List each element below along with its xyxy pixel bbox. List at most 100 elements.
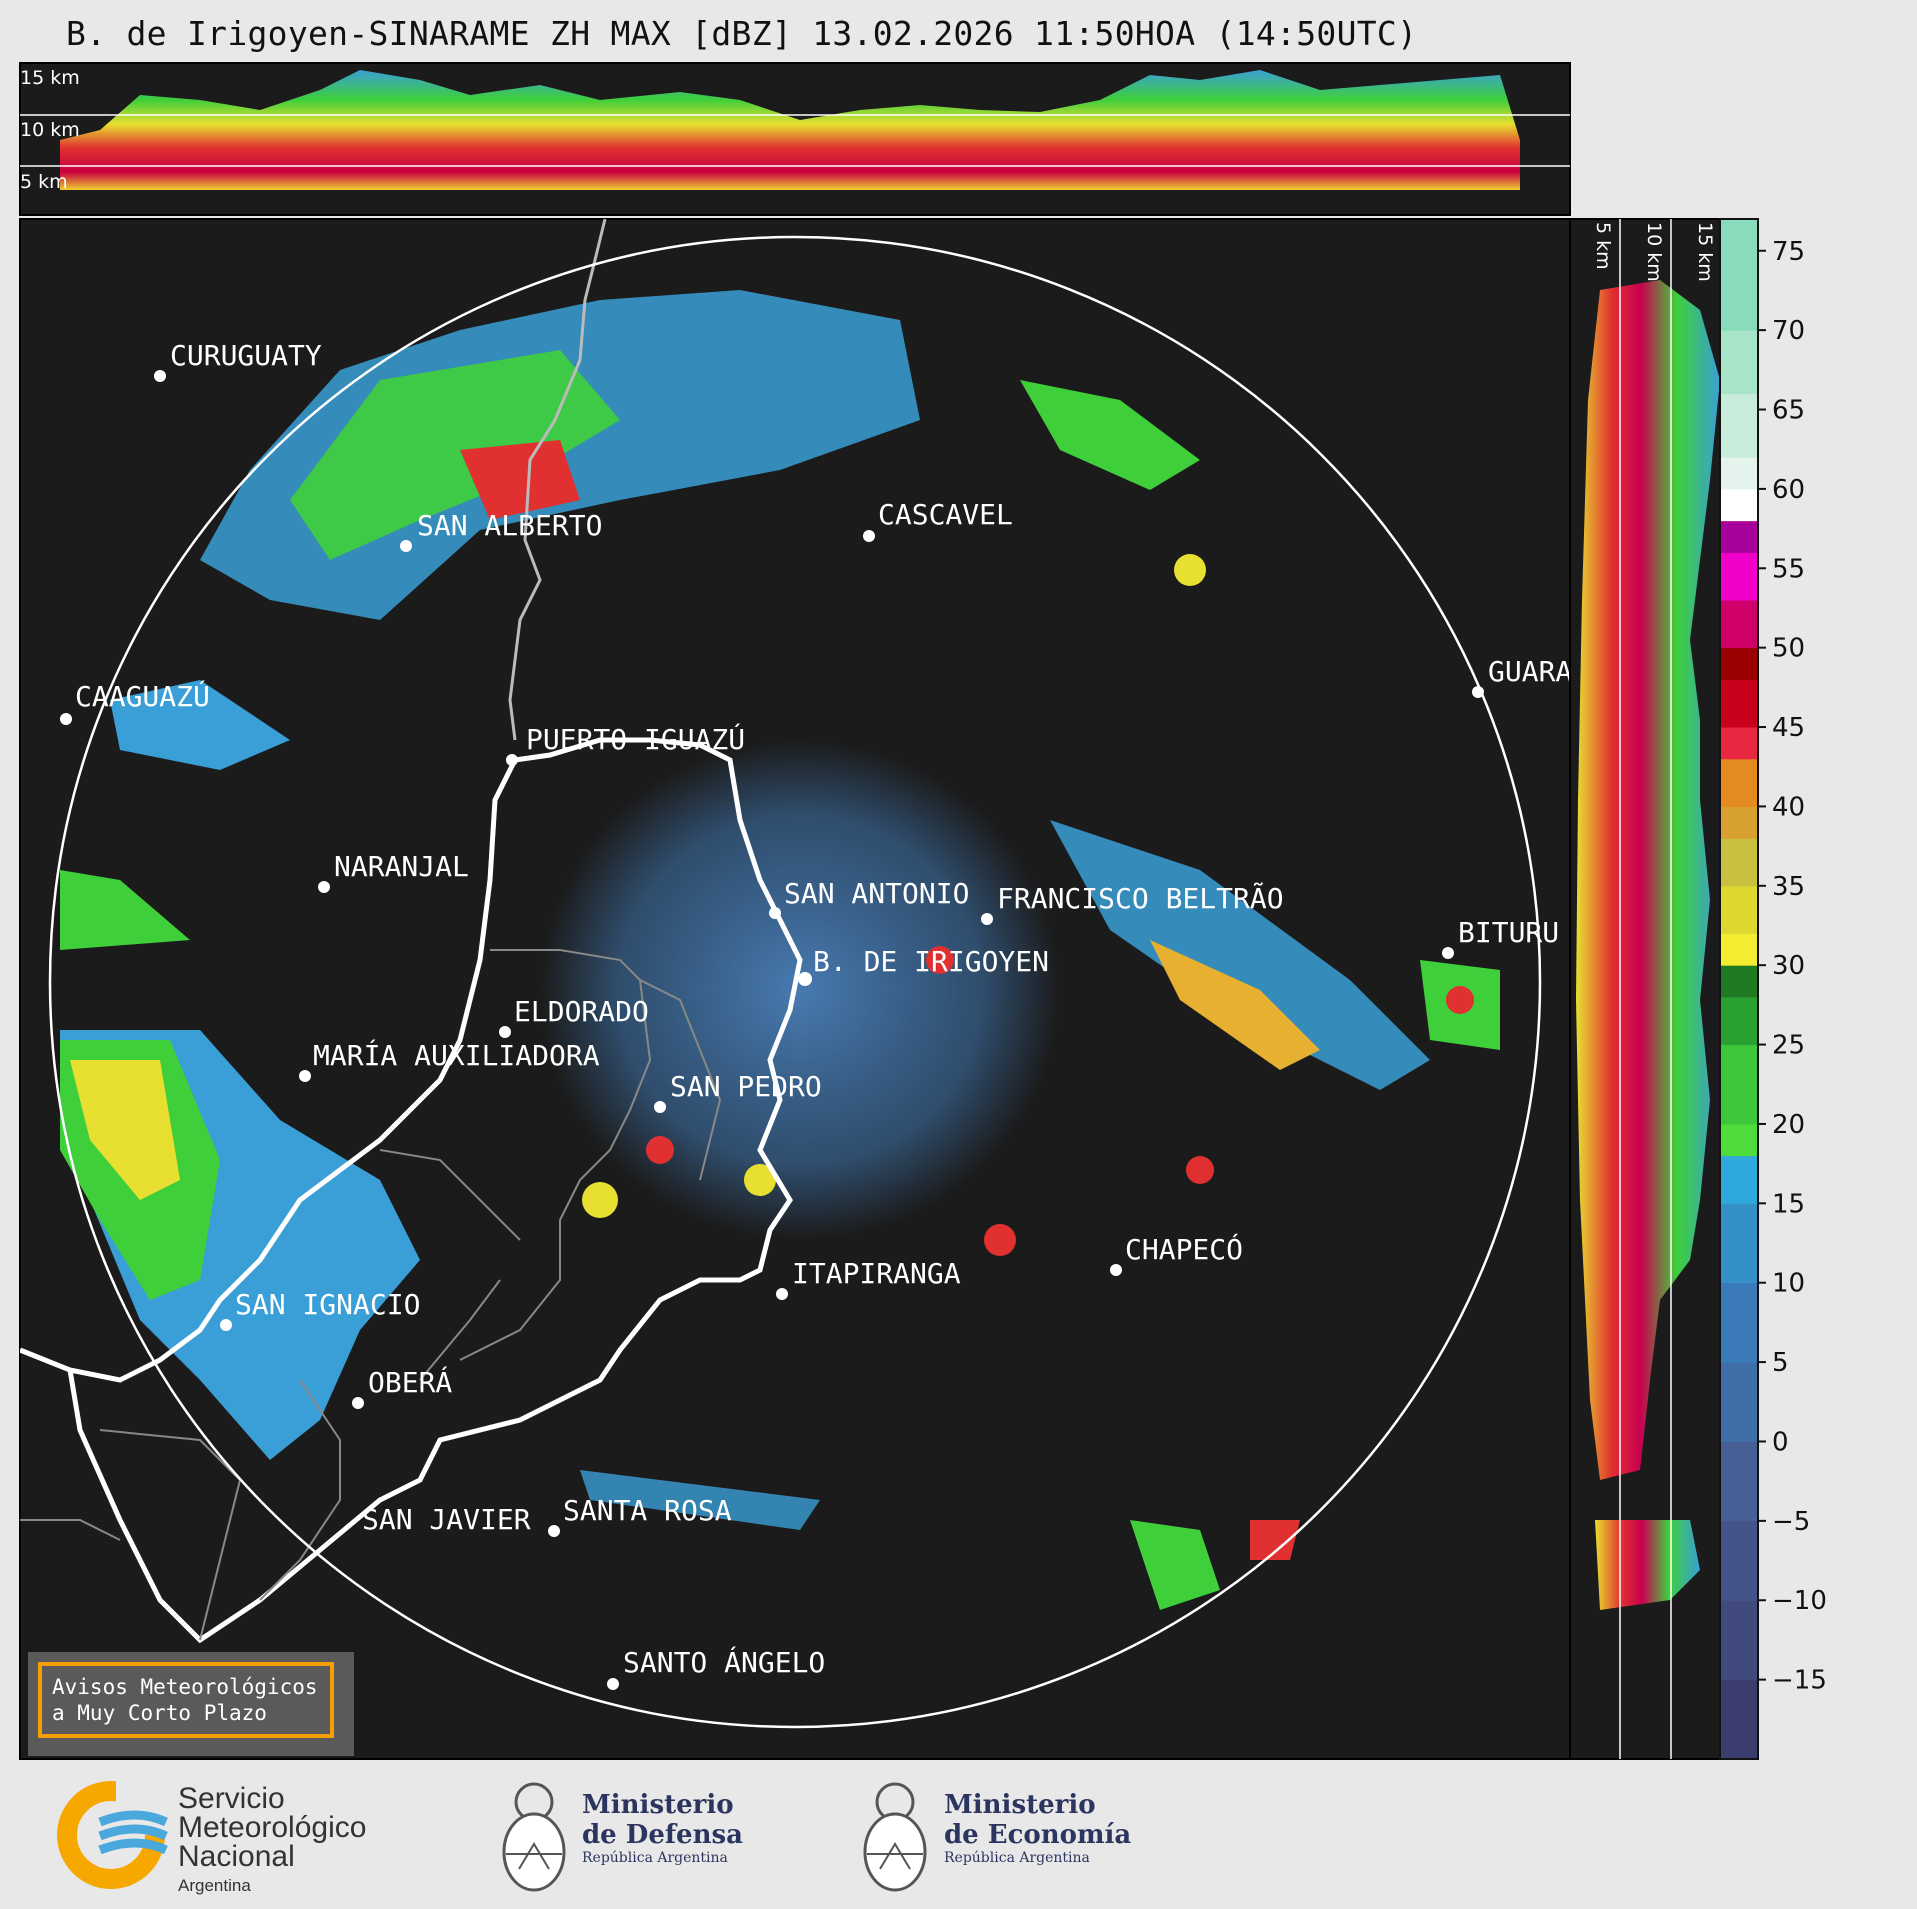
radar-map-panel: CURUGUATY SAN ALBERTO CASCAVEL CAAGUAZÚ … (19, 218, 1572, 1760)
city-label-maria-auxiliadora: MARÍA AUXILIADORA (313, 1038, 600, 1072)
smn-logo-text: Servicio Meteorológico Nacional Argentin… (178, 1784, 366, 1900)
colorbar-band (1720, 679, 1758, 728)
city-label-san-antonio: SAN ANTONIO (784, 877, 969, 910)
defensa-sub: República Argentina (582, 1850, 728, 1866)
side-cross-section-panel: 5 km 10 km 15 km (1569, 218, 1721, 1760)
echo-cell-8 (1446, 986, 1474, 1014)
economia-sub: República Argentina (944, 1850, 1090, 1866)
side-height-label-15: 15 km (1694, 222, 1716, 282)
city-dot-santo-angelo (607, 1678, 619, 1690)
echo-cell-5 (1186, 1156, 1214, 1184)
colorbar-tick-label: 70 (1772, 316, 1805, 346)
echo-cell-7 (1174, 554, 1206, 586)
city-dot-san-antonio (769, 907, 781, 919)
city-label-obera: OBERÁ (368, 1365, 452, 1399)
aviso-box[interactable]: Avisos Meteorológicos a Muy Corto Plazo (28, 1652, 354, 1756)
defensa-line-2: de Defensa (582, 1820, 743, 1850)
echo-cell-2 (646, 1136, 674, 1164)
colorbar-band (1720, 727, 1758, 760)
colorbar-band (1720, 1679, 1758, 1760)
echo-cell-6 (926, 946, 954, 974)
colorbar-tick-label: 55 (1772, 554, 1805, 584)
city-dot-naranjal (318, 881, 330, 893)
colorbar-band (1720, 330, 1758, 395)
city-label-naranjal: NARANJAL (334, 850, 469, 883)
colorbar-tick-label: 40 (1772, 792, 1805, 822)
city-dot-chapeco (1110, 1264, 1122, 1276)
top-height-label-15: 15 km (20, 67, 80, 89)
near-range-clutter (540, 740, 1060, 1240)
colorbar-band (1720, 885, 1758, 934)
colorbar-tick-label: 5 (1772, 1348, 1789, 1378)
colorbar-segments (1720, 219, 1758, 1760)
city-label-santa-rosa: SANTA ROSA (563, 1494, 732, 1527)
country-border-argentina (20, 737, 803, 1644)
city-label-cascavel: CASCAVEL (878, 498, 1013, 531)
smn-line-2: Meteorológico (178, 1811, 367, 1844)
top-echo-band (60, 70, 1520, 190)
colorbar-band (1720, 1155, 1758, 1204)
city-label-curuguaty: CURUGUATY (170, 339, 322, 372)
city-dot-curuguaty (154, 370, 166, 382)
city-label-san-ignacio: SAN IGNACIO (235, 1288, 420, 1321)
top-cross-section-panel: 15 km 10 km 5 km (19, 62, 1571, 216)
economia-logo-text: Ministerio de Economía República Argenti… (944, 1790, 1131, 1866)
colorbar-band (1720, 457, 1758, 490)
defensa-logo-text: Ministerio de Defensa República Argentin… (582, 1790, 743, 1866)
city-dot-francisco-beltrao (981, 913, 993, 925)
city-label-puerto-iguazu: PUERTO IGUAZÚ (526, 722, 745, 756)
colorbar-tick-label: 20 (1772, 1110, 1805, 1140)
echo-northwest-band (110, 680, 290, 770)
colorbar-band (1720, 600, 1758, 649)
aviso-frame[interactable]: Avisos Meteorológicos a Muy Corto Plazo (38, 1662, 334, 1738)
city-label-san-javier: SAN JAVIER (362, 1503, 531, 1536)
city-dot-caaguazu (60, 713, 72, 725)
city-label-caaguazu: CAAGUAZÚ (75, 679, 210, 713)
colorbar-band (1720, 996, 1758, 1046)
colorbar-tick-label: 25 (1772, 1031, 1805, 1061)
colorbar-tick-label: 15 (1772, 1189, 1805, 1219)
side-height-label-10: 10 km (1643, 222, 1665, 282)
echo-cell-1 (582, 1182, 618, 1218)
smn-line-3: Nacional (178, 1840, 295, 1873)
colorbar-tick-label: 60 (1772, 475, 1805, 505)
colorbar-band (1720, 806, 1758, 839)
echo-south-strip (580, 1470, 820, 1530)
city-label-eldorado: ELDORADO (514, 995, 649, 1028)
smn-country: Argentina (178, 1876, 251, 1895)
city-markers: CURUGUATY SAN ALBERTO CASCAVEL CAAGUAZÚ … (60, 339, 1572, 1690)
colorbar-band (1720, 520, 1758, 553)
colorbar-tick-label: 45 (1772, 713, 1805, 743)
city-dot-san-pedro (654, 1101, 666, 1113)
city-label-chapeco: CHAPECÓ (1125, 1232, 1243, 1266)
colorbar-tick-label: 0 (1772, 1427, 1789, 1457)
city-dot-santa-rosa (548, 1525, 560, 1537)
city-dot-maria-auxiliadora (299, 1070, 311, 1082)
colorbar-band (1720, 647, 1758, 680)
footer-logos: Servicio Meteorológico Nacional Argentin… (0, 1762, 1917, 1909)
city-dot-cascavel (863, 530, 875, 542)
city-dot-san-alberto (400, 540, 412, 552)
economia-line-1: Ministerio (944, 1790, 1096, 1820)
colorbar-band (1720, 1520, 1758, 1601)
city-dot-itapiranga (776, 1288, 788, 1300)
city-dot-eldorado (499, 1026, 511, 1038)
city-dot-puerto-iguazu (506, 754, 518, 766)
gray-border-line (508, 219, 607, 741)
smn-line-1: Servicio (178, 1782, 285, 1815)
city-dot-obera (352, 1397, 364, 1409)
defensa-escudo-icon (502, 1782, 566, 1892)
side-echo-band (1576, 280, 1720, 1480)
colorbar-band (1720, 1600, 1758, 1681)
colorbar-tick-label: 50 (1772, 634, 1805, 664)
colorbar-tick-label: 35 (1772, 872, 1805, 902)
colorbar-band (1720, 1044, 1758, 1125)
colorbar-tick-label: −5 (1772, 1507, 1810, 1537)
city-dot-irigoyen (798, 972, 812, 986)
city-label-bituru: BITURU (1458, 916, 1559, 949)
province-border-2 (99, 1149, 521, 1641)
colorbar-band (1720, 933, 1758, 966)
